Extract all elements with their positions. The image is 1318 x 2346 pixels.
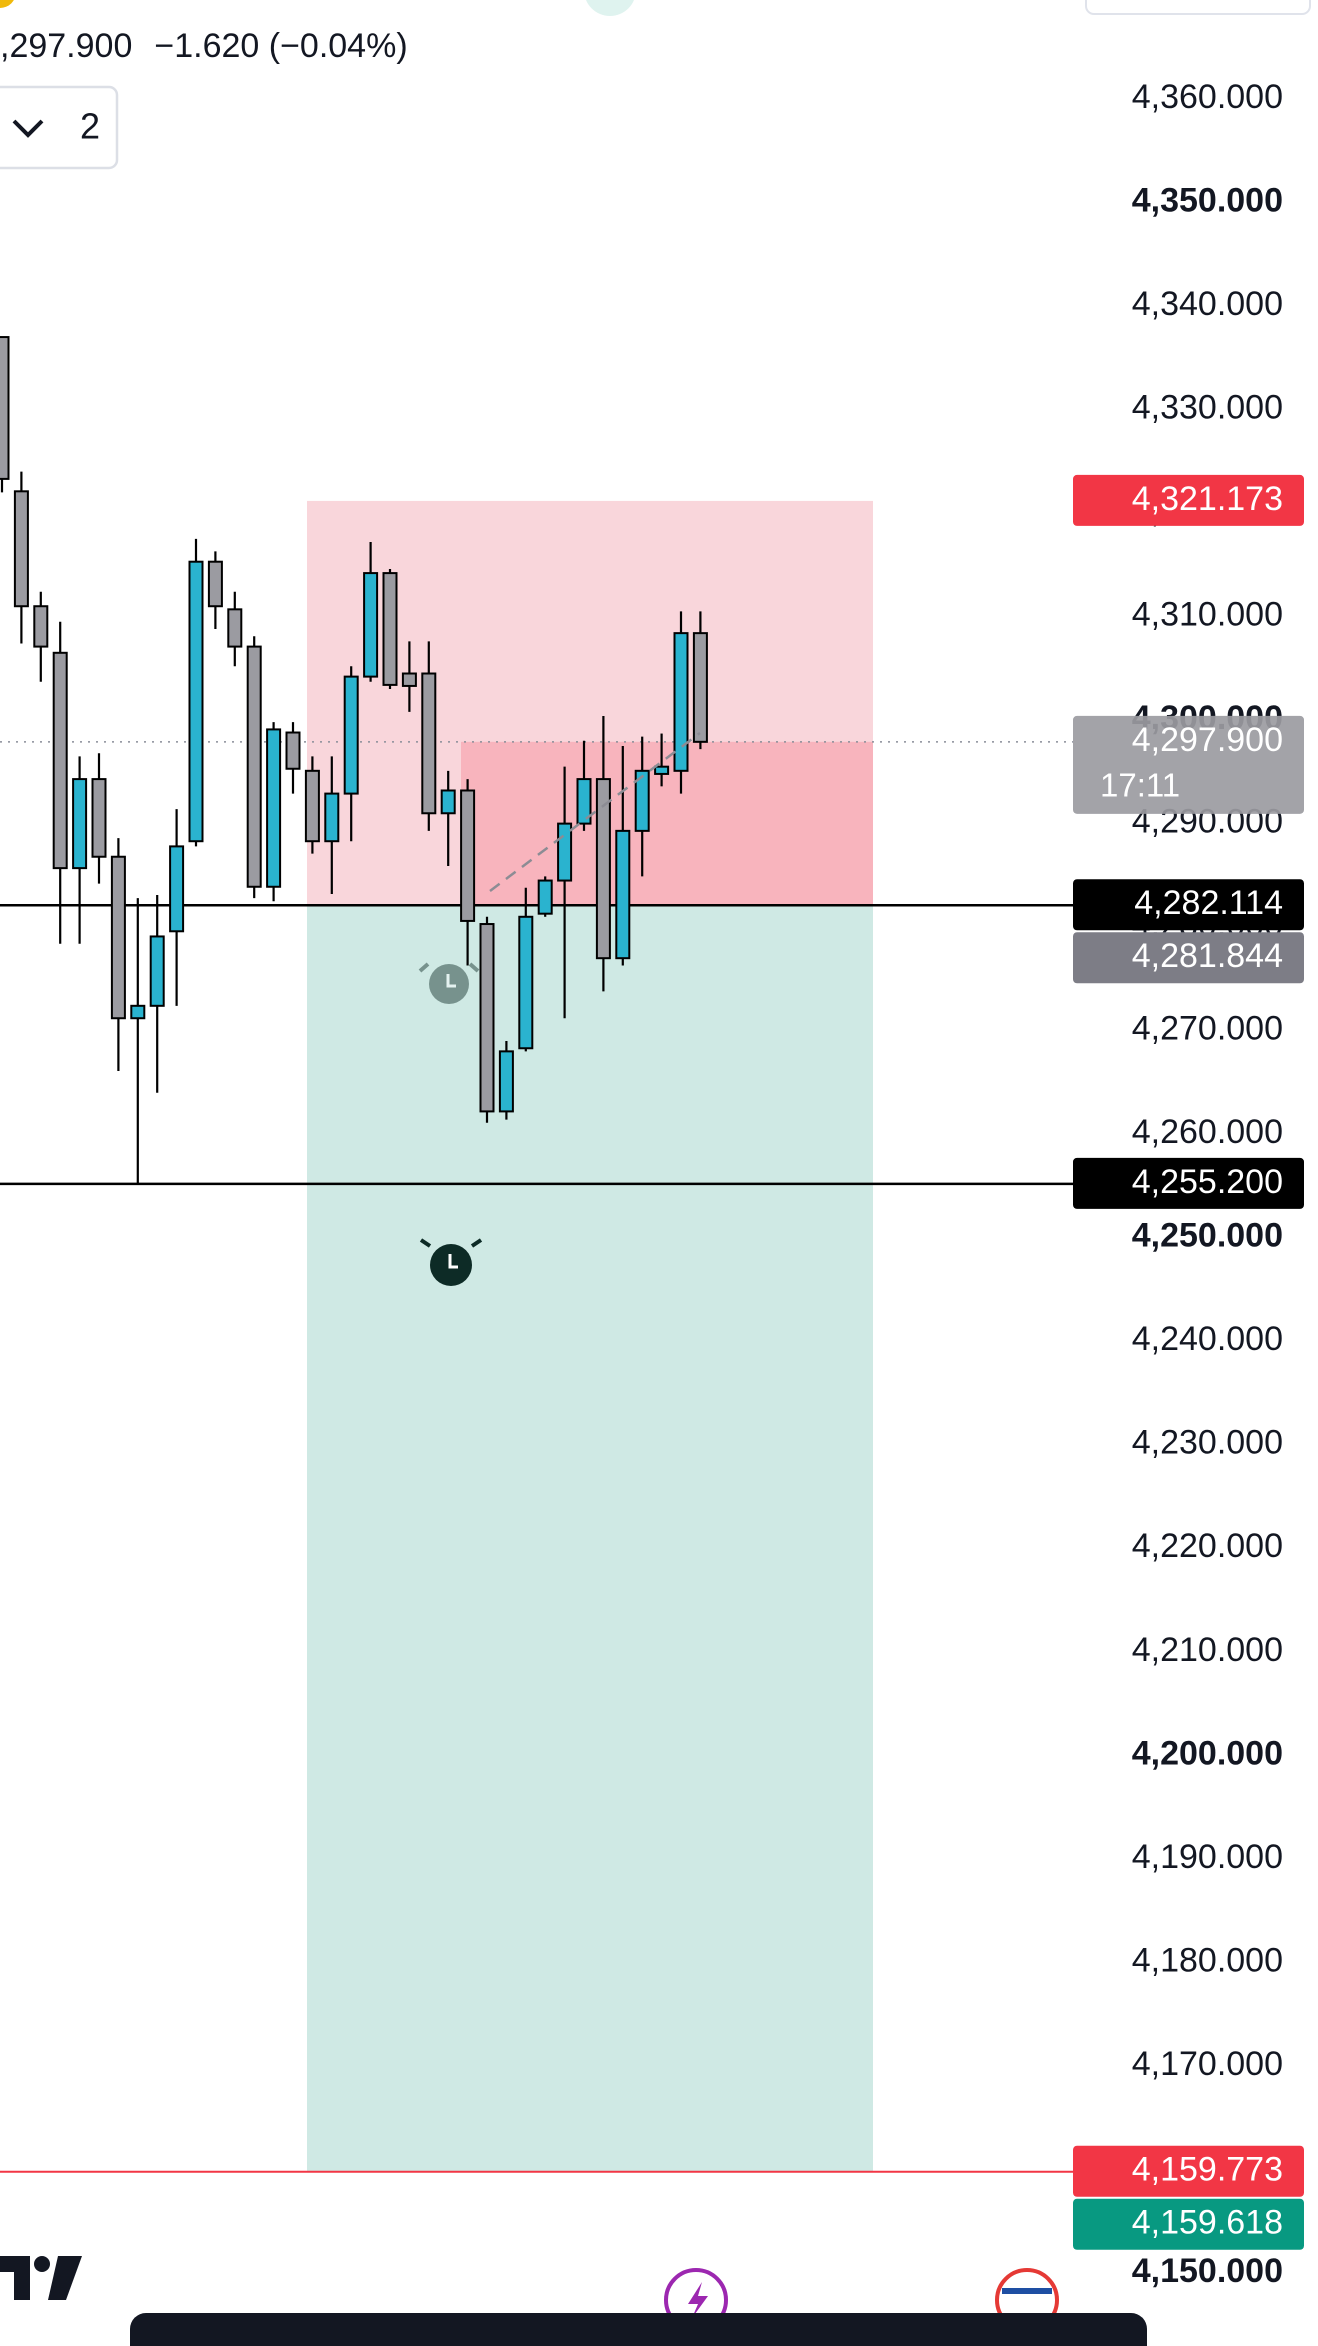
- y-tick-label: 4,190.000: [1132, 1838, 1283, 1876]
- candle-body: [595, 778, 611, 960]
- y-tick-label: 4,340.000: [1132, 285, 1283, 323]
- countdown-label: 17:11: [1100, 767, 1180, 804]
- y-tick-label: 4,200.000: [1132, 1734, 1283, 1772]
- price-tag: [1073, 715, 1304, 814]
- target-zone[interactable]: [307, 905, 873, 2172]
- candle-body: [33, 605, 49, 648]
- alert-icon[interactable]: [419, 1238, 483, 1286]
- candle-body: [557, 822, 573, 882]
- candle-body: [285, 731, 301, 770]
- interval-count: 2: [80, 106, 100, 147]
- candle-body: [576, 778, 592, 825]
- interval-button-frame[interactable]: [0, 85, 119, 170]
- candle-body: [188, 560, 204, 843]
- price-tag-label: 4,282.114: [1134, 884, 1283, 922]
- flag-icon: [1002, 2288, 1052, 2294]
- price-tag: [1073, 2198, 1304, 2250]
- y-tick-label: 4,310.000: [1132, 596, 1283, 634]
- bottom-toolbar[interactable]: [130, 2313, 1147, 2346]
- candle-body: [149, 935, 165, 1007]
- candle-body: [110, 855, 126, 1020]
- last-price: ,297.900: [0, 27, 132, 65]
- candle-body: [537, 879, 553, 915]
- candle-body: [169, 845, 185, 933]
- candle-body: [673, 632, 689, 772]
- y-tick-label: 4,170.000: [1132, 2045, 1283, 2083]
- lightning-icon: [688, 2282, 708, 2318]
- status-icon: [586, 0, 634, 16]
- candle-body: [72, 778, 88, 870]
- candle-body: [13, 490, 29, 608]
- candle-body: [498, 1050, 514, 1113]
- price-tag-label: 4,159.773: [1132, 2151, 1283, 2189]
- candle-body: [227, 608, 243, 648]
- candle-body: [91, 778, 107, 858]
- candles: [0, 336, 708, 1184]
- y-tick-label: 4,150.000: [1132, 2252, 1283, 2290]
- tradingview-logo: [0, 2256, 82, 2300]
- position-tool: [307, 500, 873, 2172]
- y-tick-label: 4,330.000: [1132, 389, 1283, 427]
- candle-body: [518, 915, 534, 1050]
- y-tick-label: 4,270.000: [1132, 1010, 1283, 1048]
- y-tick-label: 4,250.000: [1132, 1217, 1283, 1255]
- candle-body: [52, 651, 68, 870]
- price-tags: 4,321.173 4,297.900 17:11 4,282.114 4,281.84…: [1073, 474, 1304, 2250]
- candle-body: [654, 765, 670, 775]
- candle-body: [266, 728, 282, 888]
- candle-body: [363, 572, 379, 678]
- candle-body: [324, 792, 340, 843]
- y-tick-label: 4,180.000: [1132, 1941, 1283, 1979]
- y-tick-label: 4,360.000: [1132, 78, 1283, 116]
- candle-body: [207, 560, 223, 608]
- y-tick-label: 4,220.000: [1132, 1527, 1283, 1565]
- price-tag-label: 4,281.844: [1132, 937, 1283, 975]
- trend-line-drawing[interactable]: [489, 732, 701, 892]
- y-tick-label: 4,350.000: [1132, 181, 1283, 219]
- y-tick-label: 4,260.000: [1132, 1113, 1283, 1151]
- candle-body: [246, 645, 262, 888]
- header-quote: ,297.900 −1.620 (−0.04%): [0, 27, 408, 65]
- candle-body: [479, 923, 495, 1113]
- symbol-icon: [0, 0, 14, 8]
- price-tag: [1073, 879, 1304, 931]
- price-tag: [1073, 932, 1304, 984]
- candle-body: [692, 632, 708, 743]
- candle-body: [382, 572, 398, 686]
- alert-icon[interactable]: [418, 962, 480, 1004]
- price-tag: [1073, 1157, 1304, 1209]
- candle-body: [460, 789, 476, 922]
- chevron-icon: [12, 119, 44, 138]
- candle-body: [130, 1004, 146, 1020]
- y-tick-label: 4,230.000: [1132, 1424, 1283, 1462]
- price-tag-label: 4,297.900: [1132, 721, 1283, 759]
- price-tag-label: 4,255.200: [1132, 1163, 1283, 1201]
- y-tick-label: 4,210.000: [1132, 1631, 1283, 1669]
- top-button[interactable]: [1085, 0, 1311, 15]
- price-tag: [1073, 474, 1304, 526]
- candle-body: [615, 829, 631, 960]
- interval-button[interactable]: 2: [0, 85, 119, 170]
- price-change: −1.620 (−0.04%): [154, 27, 407, 65]
- price-tag-label: 4,321.173: [1132, 480, 1283, 518]
- y-tick-label: 4,240.000: [1132, 1320, 1283, 1358]
- candle-body: [304, 769, 320, 843]
- candle-body: [421, 672, 437, 815]
- price-tag-label: 4,159.618: [1132, 2204, 1283, 2242]
- candle-body: [0, 336, 10, 480]
- price-tag: [1073, 2145, 1304, 2197]
- candle-body: [343, 675, 359, 795]
- candle-body: [440, 789, 456, 815]
- candle-body: [634, 769, 650, 832]
- candle-body: [401, 672, 417, 687]
